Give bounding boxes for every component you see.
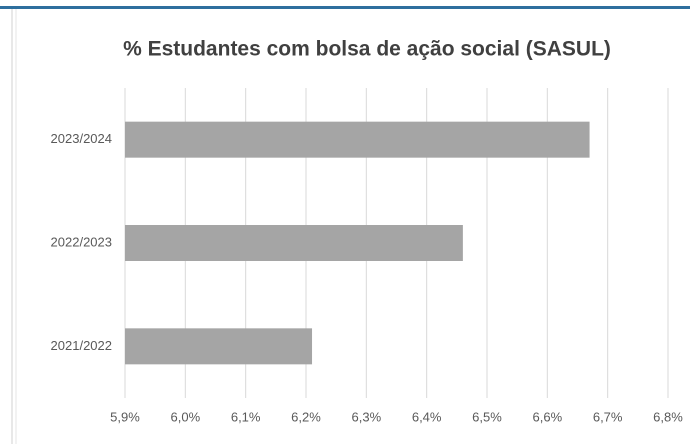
- x-tick-label: 6,6%: [533, 409, 563, 424]
- y-tick-label: 2021/2022: [51, 338, 112, 353]
- x-tick-label: 6,2%: [291, 409, 321, 424]
- bar: [125, 121, 590, 158]
- x-tick-label: 6,1%: [231, 409, 261, 424]
- x-tick-label: 6,7%: [593, 409, 623, 424]
- bar: [125, 328, 313, 365]
- x-tick-label: 6,3%: [352, 409, 382, 424]
- bar: [125, 225, 463, 261]
- chart-title: % Estudantes com bolsa de ação social (S…: [123, 38, 611, 61]
- top-border: [0, 6, 690, 9]
- x-tick-label: 6,4%: [412, 409, 442, 424]
- x-tick-label: 5,9%: [110, 409, 140, 424]
- y-tick-label: 2023/2024: [51, 131, 112, 146]
- x-tick-label: 6,8%: [653, 409, 683, 424]
- x-tick-label: 6,5%: [472, 409, 502, 424]
- y-tick-label: 2022/2023: [51, 234, 112, 249]
- x-tick-label: 6,0%: [171, 409, 201, 424]
